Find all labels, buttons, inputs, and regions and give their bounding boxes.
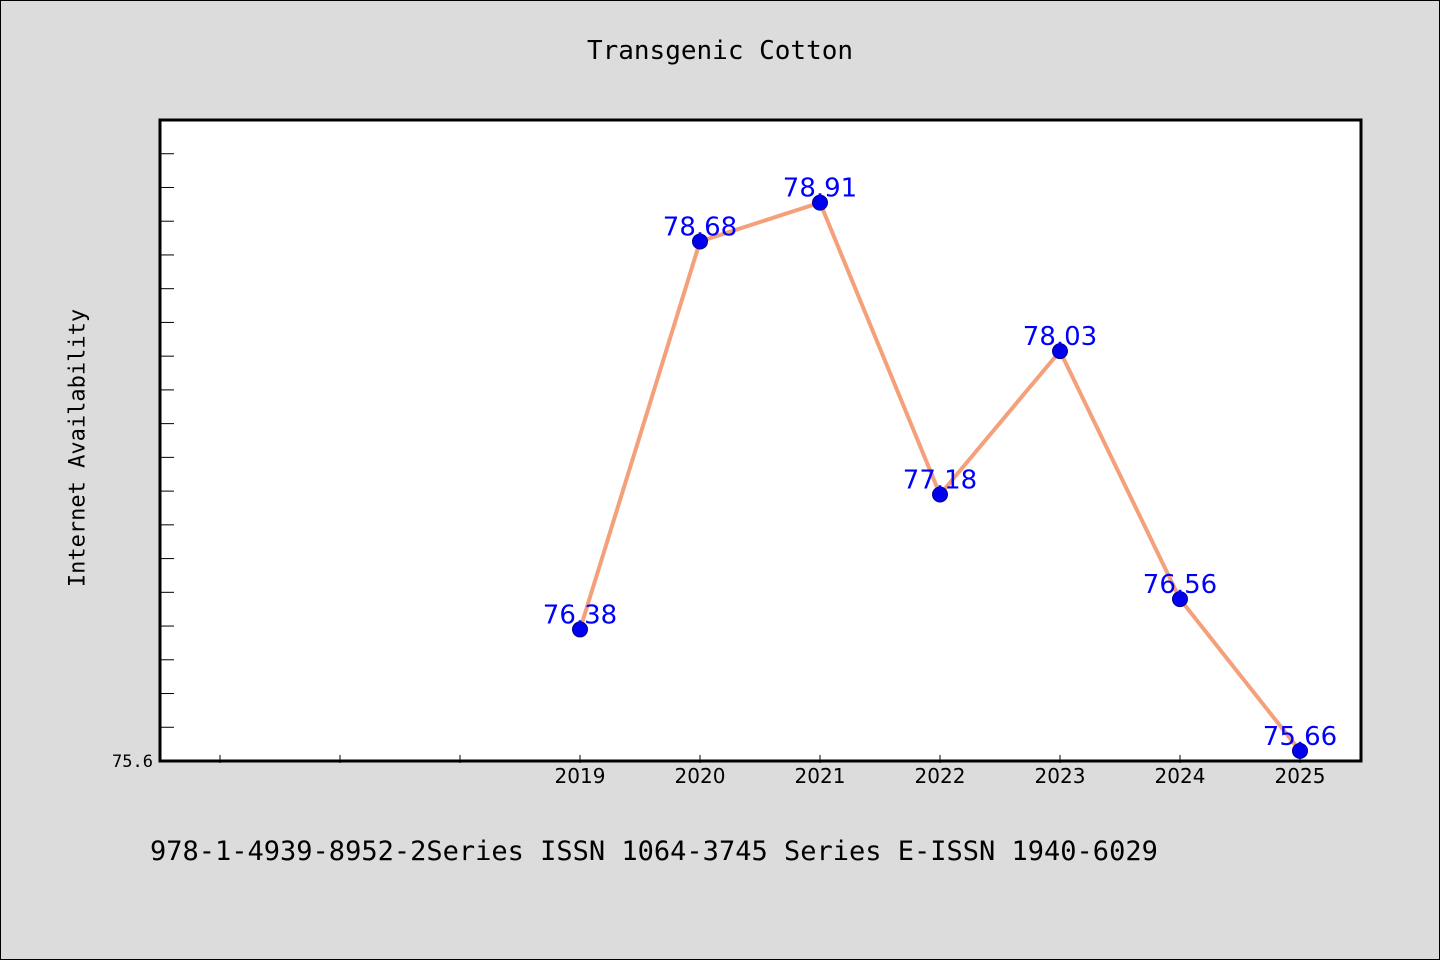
data-point <box>1052 343 1068 360</box>
x-tick-label: 2019 <box>555 764 606 788</box>
data-label: 77.18 <box>903 465 977 495</box>
data-labels: 76.38 78.68 78.91 77.18 78.03 76.56 75.66 <box>543 174 1337 752</box>
data-label: 75.66 <box>1263 722 1337 752</box>
x-tick-label: 2025 <box>1275 764 1326 788</box>
data-point <box>812 194 828 211</box>
x-tick-label: 2022 <box>915 764 966 788</box>
data-label: 78.68 <box>663 212 737 242</box>
plot-area <box>158 118 1363 763</box>
chart-title: Transgenic Cotton <box>586 36 854 66</box>
y-tick-label: 75.6 <box>112 752 153 772</box>
data-label: 78.03 <box>1023 322 1097 352</box>
data-point <box>692 233 708 250</box>
data-point <box>932 486 948 503</box>
x-tick-label: 2024 <box>1155 764 1206 788</box>
data-label: 76.38 <box>543 600 617 630</box>
data-point <box>572 621 588 638</box>
footer-text: 978-1-4939-8952-2Series ISSN 1064-3745 S… <box>150 836 1158 867</box>
data-point <box>1292 742 1308 759</box>
data-markers <box>572 194 1308 759</box>
x-tick-labels: 2019 2020 2021 2022 2023 2024 2025 <box>555 764 1326 788</box>
y-tick-labels: 75.6 <box>112 752 153 772</box>
data-label: 78.91 <box>783 174 857 204</box>
data-label: 76.56 <box>1143 570 1217 600</box>
axis-ticks <box>160 153 1301 763</box>
x-tick-label: 2023 <box>1035 764 1086 788</box>
x-tick-label: 2020 <box>675 764 726 788</box>
data-point <box>1172 591 1188 608</box>
x-tick-label: 2021 <box>795 764 846 788</box>
